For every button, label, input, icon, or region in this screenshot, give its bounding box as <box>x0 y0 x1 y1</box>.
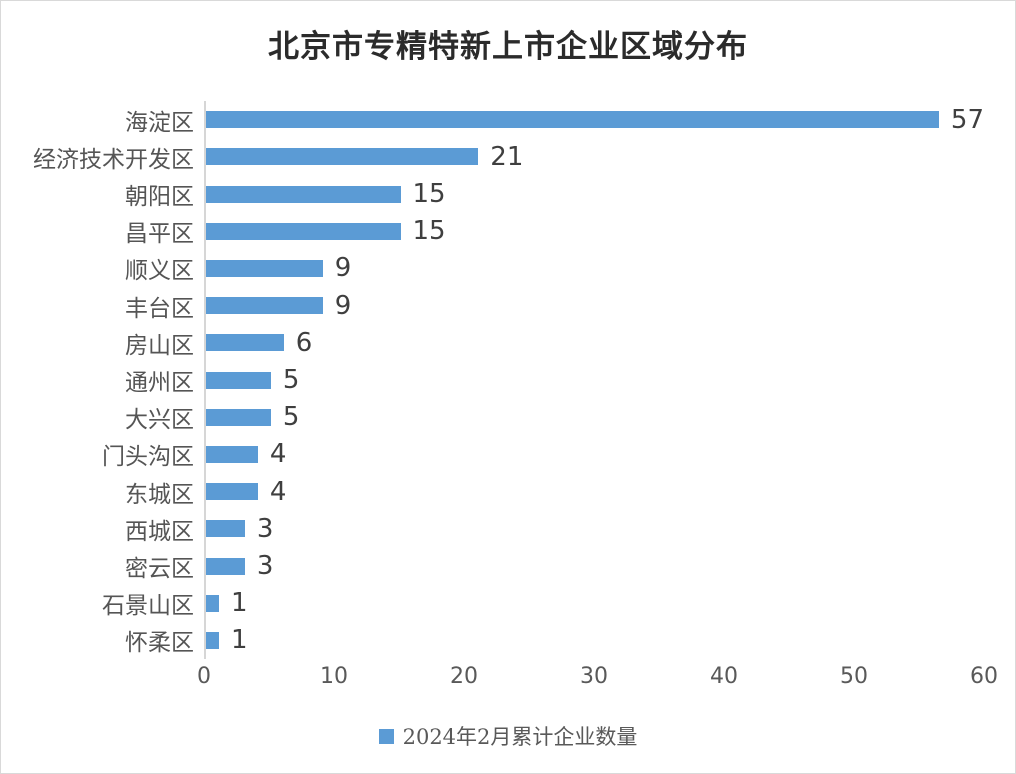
bar <box>206 445 258 463</box>
bar <box>206 520 245 538</box>
bar-row: 57 <box>206 101 984 138</box>
legend-marker-icon <box>378 728 394 744</box>
x-tick-label: 60 <box>970 664 998 689</box>
category-label: 昌平区 <box>125 221 194 248</box>
category-label: 门头沟区 <box>102 444 194 471</box>
bar <box>206 222 401 240</box>
legend-label: 2024年2月累计企业数量 <box>402 725 638 749</box>
value-label: 1 <box>230 588 248 619</box>
x-tick-label: 50 <box>840 664 868 689</box>
category-label: 朝阳区 <box>125 184 194 210</box>
value-label: 21 <box>490 141 524 172</box>
plot-area: 57 21 15 15 9 9 6 5 5 4 4 3 3 1 1 <box>204 101 984 659</box>
value-axis: 0 10 20 30 40 50 60 <box>197 664 998 694</box>
value-label: 3 <box>256 551 274 582</box>
bar-row: 4 <box>206 436 984 473</box>
category-label: 密云区 <box>125 556 194 583</box>
category-label: 顺义区 <box>125 258 194 285</box>
bar-row: 5 <box>206 361 984 398</box>
value-label: 4 <box>269 476 287 507</box>
bar <box>206 557 245 575</box>
x-tick-label: 20 <box>449 664 478 689</box>
bar-row: 6 <box>206 324 984 361</box>
x-tick-label: 0 <box>197 664 211 689</box>
value-label: 5 <box>282 402 300 433</box>
bar <box>206 185 401 203</box>
bar-row: 5 <box>206 399 984 436</box>
bar <box>206 408 271 426</box>
value-label: 4 <box>269 439 287 470</box>
value-label: 15 <box>412 179 446 209</box>
bar <box>206 297 323 315</box>
category-label: 房山区 <box>125 332 194 359</box>
bar-row: 1 <box>206 585 984 622</box>
value-label: 5 <box>282 365 300 396</box>
category-label: 丰台区 <box>125 295 194 322</box>
legend: 2024年2月累计企业数量 <box>1 720 1015 752</box>
value-label: 3 <box>256 513 274 544</box>
bar-row: 9 <box>206 287 984 324</box>
value-label: 9 <box>334 253 352 284</box>
value-label: 15 <box>412 216 446 247</box>
x-tick-label: 30 <box>580 664 608 689</box>
category-label: 海淀区 <box>125 109 194 136</box>
bar <box>206 111 939 129</box>
category-label: 大兴区 <box>125 407 194 434</box>
bar-row: 1 <box>206 622 984 659</box>
bar <box>206 259 323 277</box>
chart-title: 北京市专精特新上市企业区域分布 <box>268 29 748 65</box>
bar <box>206 631 219 649</box>
value-label: 1 <box>230 625 248 656</box>
bar-row: 3 <box>206 547 984 584</box>
bar-row: 4 <box>206 473 984 510</box>
bar-row: 9 <box>206 250 984 287</box>
bar <box>206 594 219 612</box>
category-label: 东城区 <box>125 481 194 508</box>
category-label: 经济技术开发区 <box>33 146 194 173</box>
bar-row: 21 <box>206 138 984 175</box>
bar <box>206 334 284 352</box>
category-axis: 海淀区经济技术开发区朝阳区昌平区顺义区丰台区房山区通州区大兴区门头沟区东城区西城… <box>1 101 194 659</box>
bar <box>206 483 258 501</box>
bar-row: 15 <box>206 175 984 212</box>
category-label: 怀柔区 <box>125 630 194 657</box>
value-label: 57 <box>950 104 984 135</box>
x-tick-label: 10 <box>319 664 348 689</box>
value-label: 9 <box>334 290 352 321</box>
bar <box>206 148 479 166</box>
category-label: 石景山区 <box>102 593 194 620</box>
value-label: 6 <box>295 327 313 358</box>
category-label: 通州区 <box>125 370 194 397</box>
x-tick-label: 40 <box>709 664 738 689</box>
bar <box>206 371 271 389</box>
bar-row: 3 <box>206 510 984 547</box>
bar-row: 15 <box>206 213 984 250</box>
category-label: 西城区 <box>125 518 194 545</box>
